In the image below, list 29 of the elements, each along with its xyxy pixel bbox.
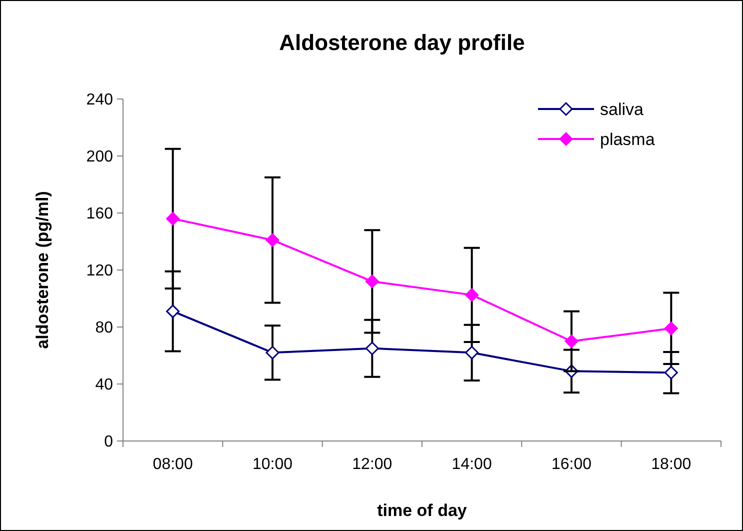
- point: [266, 233, 280, 247]
- x-tick-label: 16:00: [551, 456, 592, 473]
- point: [465, 346, 479, 360]
- x-tick-label: 10:00: [252, 456, 293, 473]
- x-tick-label: 08:00: [152, 456, 193, 473]
- y-tick-label: 40: [95, 376, 114, 394]
- point: [166, 304, 180, 318]
- y-tick-label: 160: [86, 206, 114, 223]
- point: [564, 334, 578, 348]
- y-tick-label: 120: [86, 262, 114, 280]
- legend-label: plasma: [600, 130, 656, 149]
- x-tick-label: 14:00: [452, 456, 492, 473]
- point: [365, 274, 379, 288]
- chart-title: Aldosterone day profile: [279, 30, 525, 55]
- y-axis-title: aldosterone (pg/ml): [33, 191, 52, 349]
- y-tick-label: 0: [104, 434, 114, 451]
- point: [365, 342, 379, 356]
- point: [166, 212, 180, 226]
- y-tick-label: 240: [86, 92, 114, 109]
- point: [465, 288, 479, 302]
- point: [266, 346, 280, 360]
- point: [664, 366, 678, 380]
- x-tick-label: 12:00: [352, 456, 392, 473]
- legend-label: saliva: [600, 100, 644, 119]
- y-tick-label: 200: [86, 148, 114, 166]
- y-tick-label: 80: [95, 320, 114, 337]
- x-axis-title: time of day: [377, 501, 468, 520]
- point: [664, 322, 678, 336]
- x-tick-label: 18:00: [651, 456, 692, 473]
